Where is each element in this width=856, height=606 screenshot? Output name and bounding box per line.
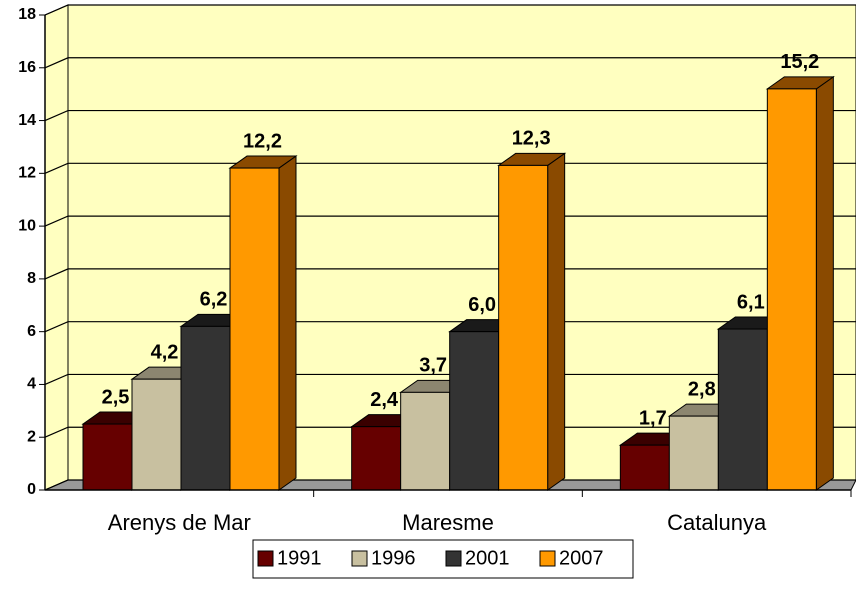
y-tick-label: 8 — [27, 270, 36, 287]
bar-front — [229, 167, 280, 491]
y-tick-label: 14 — [18, 112, 36, 129]
y-tick-label: 18 — [18, 6, 36, 23]
legend-label: 2001 — [465, 547, 510, 569]
legend-swatch — [445, 550, 462, 567]
bar-front — [668, 415, 719, 491]
y-tick-label: 10 — [18, 217, 36, 234]
legend-swatch — [257, 550, 274, 567]
bar-front — [449, 331, 500, 491]
grid-line — [44, 57, 856, 69]
grid-line — [44, 4, 856, 16]
value-label: 4,2 — [151, 341, 179, 363]
x-tick-label: Catalunya — [667, 510, 767, 535]
bar-front — [498, 164, 549, 491]
legend-label: 2007 — [559, 547, 604, 569]
bar-side — [547, 152, 566, 491]
bar-front — [82, 423, 133, 491]
x-tick-label: Arenys de Mar — [108, 510, 251, 535]
bar-front — [180, 325, 231, 491]
y-tick-label: 12 — [18, 165, 36, 182]
x-tick-label: Maresme — [402, 510, 494, 535]
grid-line — [44, 268, 856, 280]
y-tick-label: 4 — [27, 376, 36, 393]
bar-front — [131, 378, 182, 491]
legend-swatch — [539, 550, 556, 567]
side-wall — [44, 4, 69, 491]
value-label: 2,5 — [102, 386, 130, 408]
bar — [228, 155, 298, 491]
legend-label: 1991 — [277, 547, 322, 569]
value-label: 12,2 — [243, 130, 282, 152]
legend-swatch — [351, 550, 368, 567]
y-tick-label: 16 — [18, 59, 36, 76]
value-label: 15,2 — [780, 51, 819, 73]
bar-side — [278, 155, 297, 491]
grid-line — [44, 162, 856, 174]
value-label: 2,4 — [370, 389, 399, 411]
value-label: 6,0 — [468, 294, 496, 316]
grid — [44, 4, 856, 491]
y-tick-label: 2 — [27, 428, 36, 445]
bar-front — [619, 444, 670, 491]
grid-line — [44, 321, 856, 333]
value-label: 6,1 — [737, 291, 765, 313]
value-label: 1,7 — [639, 407, 667, 429]
y-tick-label: 0 — [27, 481, 36, 498]
bar-side — [815, 75, 834, 491]
bar-front — [717, 328, 768, 491]
y-tick-label: 6 — [27, 323, 36, 340]
bar-front — [400, 391, 451, 491]
legend-label: 1996 — [371, 547, 416, 569]
grid-line — [44, 109, 856, 122]
bar — [497, 152, 567, 491]
value-label: 6,2 — [200, 289, 228, 311]
legend — [252, 539, 634, 579]
bar-front — [351, 426, 402, 491]
grid-line — [44, 215, 856, 227]
grid-line — [44, 373, 856, 385]
value-label: 3,7 — [419, 355, 447, 377]
value-label: 2,8 — [688, 378, 716, 400]
grid-line — [44, 426, 856, 438]
value-label: 12,3 — [512, 128, 551, 150]
bar-front — [766, 88, 817, 491]
bars — [81, 75, 835, 491]
grid-line — [44, 479, 856, 491]
bar — [765, 75, 835, 491]
